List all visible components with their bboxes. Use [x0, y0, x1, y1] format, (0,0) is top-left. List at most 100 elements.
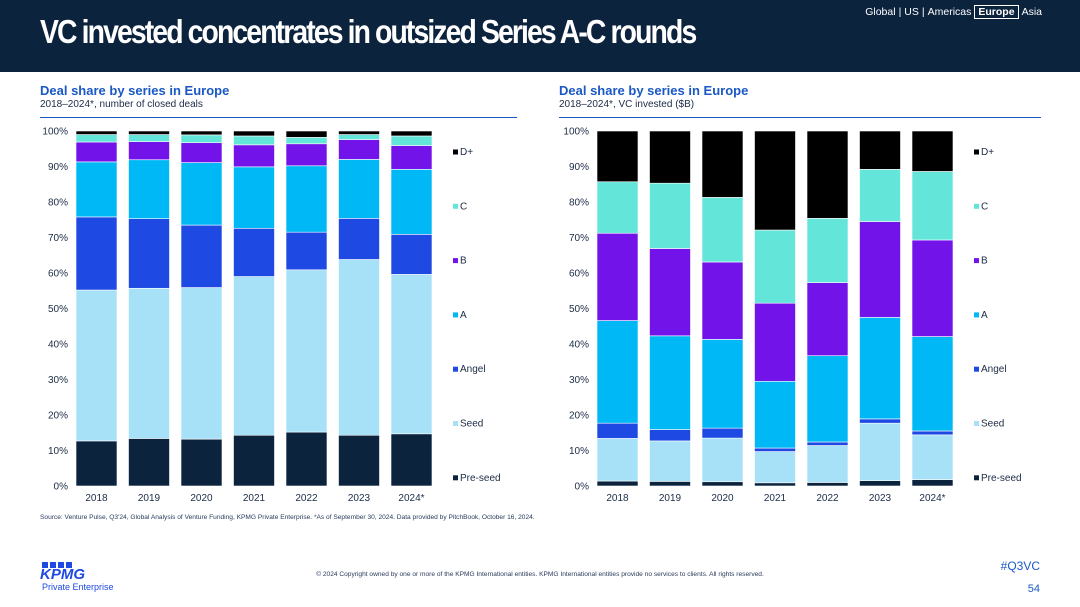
region-europe[interactable]: Europe: [974, 5, 1019, 19]
region-nav: Global | US | Americas Europe Asia: [865, 5, 1042, 19]
bar-segment-b-2022: [285, 143, 328, 167]
bar-segment-seed-2021: [754, 451, 796, 484]
chart-2-rule: [559, 117, 1041, 118]
bar-segment-b-2023: [859, 221, 901, 318]
legend-swatch-b: [453, 258, 458, 264]
bar-segment-a-2023: [338, 159, 380, 219]
legend-swatch-seed: [453, 421, 458, 426]
bar-segment-d--2023: [859, 130, 901, 170]
y-tick-label: 20%: [569, 411, 589, 422]
x-tick-label: 2023: [869, 493, 892, 504]
bar-segment-a-2020: [180, 162, 223, 226]
legend-swatch-pre-seed: [453, 475, 458, 481]
legend-label-seed: Seed: [460, 419, 483, 430]
x-tick-label: 2021: [243, 493, 266, 504]
region-asia[interactable]: Asia: [1021, 6, 1042, 18]
bar-segment-angel-2022: [285, 231, 328, 271]
bar-segment-b-2019: [649, 248, 691, 337]
legend-swatch-pre-seed: [974, 475, 979, 481]
y-tick-label: 20%: [48, 411, 68, 422]
bar-segment-c-2021: [754, 229, 796, 304]
bar-segment-c-2021: [233, 135, 275, 146]
y-tick-label: 0%: [575, 482, 590, 493]
legend-swatch-d-: [974, 149, 979, 155]
chart-2-title: Deal share by series in Europe: [559, 83, 749, 98]
bar-segment-b-2023: [338, 139, 380, 160]
legend-swatch-angel: [974, 366, 979, 372]
bar-segment-d--2019: [649, 130, 691, 184]
x-tick-label: 2018: [606, 493, 629, 504]
bar-segment-seed-2022: [285, 269, 328, 433]
bar-segment-seed-2019: [128, 287, 170, 439]
y-tick-label: 70%: [48, 233, 68, 244]
bar-segment-b-2021: [754, 302, 796, 382]
chart-1-group: 0% 10% 20% 30% 40% 50% 60% 70% 80% 90% 100% 2018 201…: [42, 127, 500, 505]
bar-segment-a-2023: [859, 317, 901, 420]
chart-2-subtitle: 2018–2024*, VC invested ($B): [559, 99, 695, 110]
bar-segment-angel-2024: [390, 234, 433, 275]
x-tick-label: 2020: [711, 493, 734, 504]
bar-segment-angel-2021: [754, 447, 796, 452]
x-tick-label: 2024*: [398, 493, 424, 504]
bar-segment-pre-seed-2020: [180, 438, 223, 487]
x-tick-label: 2022: [816, 493, 839, 504]
y-tick-label: 90%: [569, 162, 589, 173]
copyright-note: © 2024 Copyright owned by one or more of…: [316, 571, 764, 578]
bar-segment-c-2019: [128, 134, 170, 142]
bar-segment-b-2021: [233, 144, 275, 168]
bar-segment-seed-2018: [596, 438, 639, 482]
chart-1-subtitle: 2018–2024*, number of closed deals: [40, 99, 203, 110]
bar-segment-c-2024: [390, 135, 433, 146]
legend-swatch-angel: [453, 366, 458, 372]
legend-label-d-: D+: [981, 147, 994, 158]
bar-segment-b-2019: [128, 141, 170, 161]
bar-segment-angel-2023: [859, 418, 901, 424]
y-tick-label: 100%: [563, 127, 589, 138]
y-tick-label: 100%: [42, 127, 68, 138]
y-tick-label: 0%: [54, 482, 69, 493]
bar-segment-pre-seed-2022: [806, 482, 849, 487]
bar-segment-pre-seed-2021: [233, 434, 275, 487]
bar-segment-b-2018: [75, 141, 118, 163]
region-separator: |: [921, 6, 925, 18]
region-americas[interactable]: Americas: [927, 6, 972, 18]
bar-segment-b-2024: [390, 145, 433, 170]
y-tick-label: 60%: [48, 269, 68, 280]
x-tick-label: 2021: [764, 493, 787, 504]
y-tick-label: 80%: [569, 198, 589, 209]
bar-segment-seed-2018: [75, 289, 118, 442]
bar-segment-pre-seed-2021: [754, 482, 796, 487]
bar-segment-pre-seed-2018: [75, 440, 118, 487]
y-tick-label: 90%: [48, 162, 68, 173]
chart-2-group: 0% 10% 20% 30% 40% 50% 60% 70% 80% 90% 100% 2018 201…: [563, 127, 1021, 505]
bar-segment-angel-2018: [596, 422, 639, 439]
bar-segment-a-2020: [701, 339, 744, 429]
bar-segment-seed-2020: [180, 287, 223, 440]
bar-segment-seed-2019: [649, 440, 691, 482]
bar-segment-d--2023: [338, 130, 380, 135]
x-tick-label: 2019: [659, 493, 682, 504]
region-us[interactable]: US: [904, 6, 919, 18]
bar-segment-a-2018: [596, 320, 639, 424]
y-tick-label: 30%: [48, 375, 68, 386]
chart-1-heading: Deal share by series in Europe 2018–2024…: [40, 83, 229, 110]
region-global[interactable]: Global: [865, 6, 896, 18]
legend-label-d-: D+: [460, 147, 473, 158]
bar-segment-angel-2024: [911, 430, 954, 436]
bar-segment-c-2024: [911, 171, 954, 241]
x-tick-label: 2020: [190, 493, 213, 504]
legend-label-angel: Angel: [981, 364, 1007, 375]
bar-segment-angel-2019: [128, 218, 170, 289]
legend-label-b: B: [981, 256, 988, 267]
chart-1-rule: [40, 117, 517, 118]
bar-segment-pre-seed-2023: [859, 480, 901, 487]
legend-label-angel: Angel: [460, 364, 486, 375]
kpmg-logo-mark: KPMG Private Enterprise: [40, 562, 114, 592]
bar-segment-angel-2019: [649, 429, 691, 442]
legend-swatch-c: [974, 203, 979, 209]
bar-segment-a-2024: [911, 336, 954, 432]
y-tick-label: 30%: [569, 375, 589, 386]
x-tick-label: 2022: [295, 493, 318, 504]
bar-segment-c-2019: [649, 182, 691, 249]
